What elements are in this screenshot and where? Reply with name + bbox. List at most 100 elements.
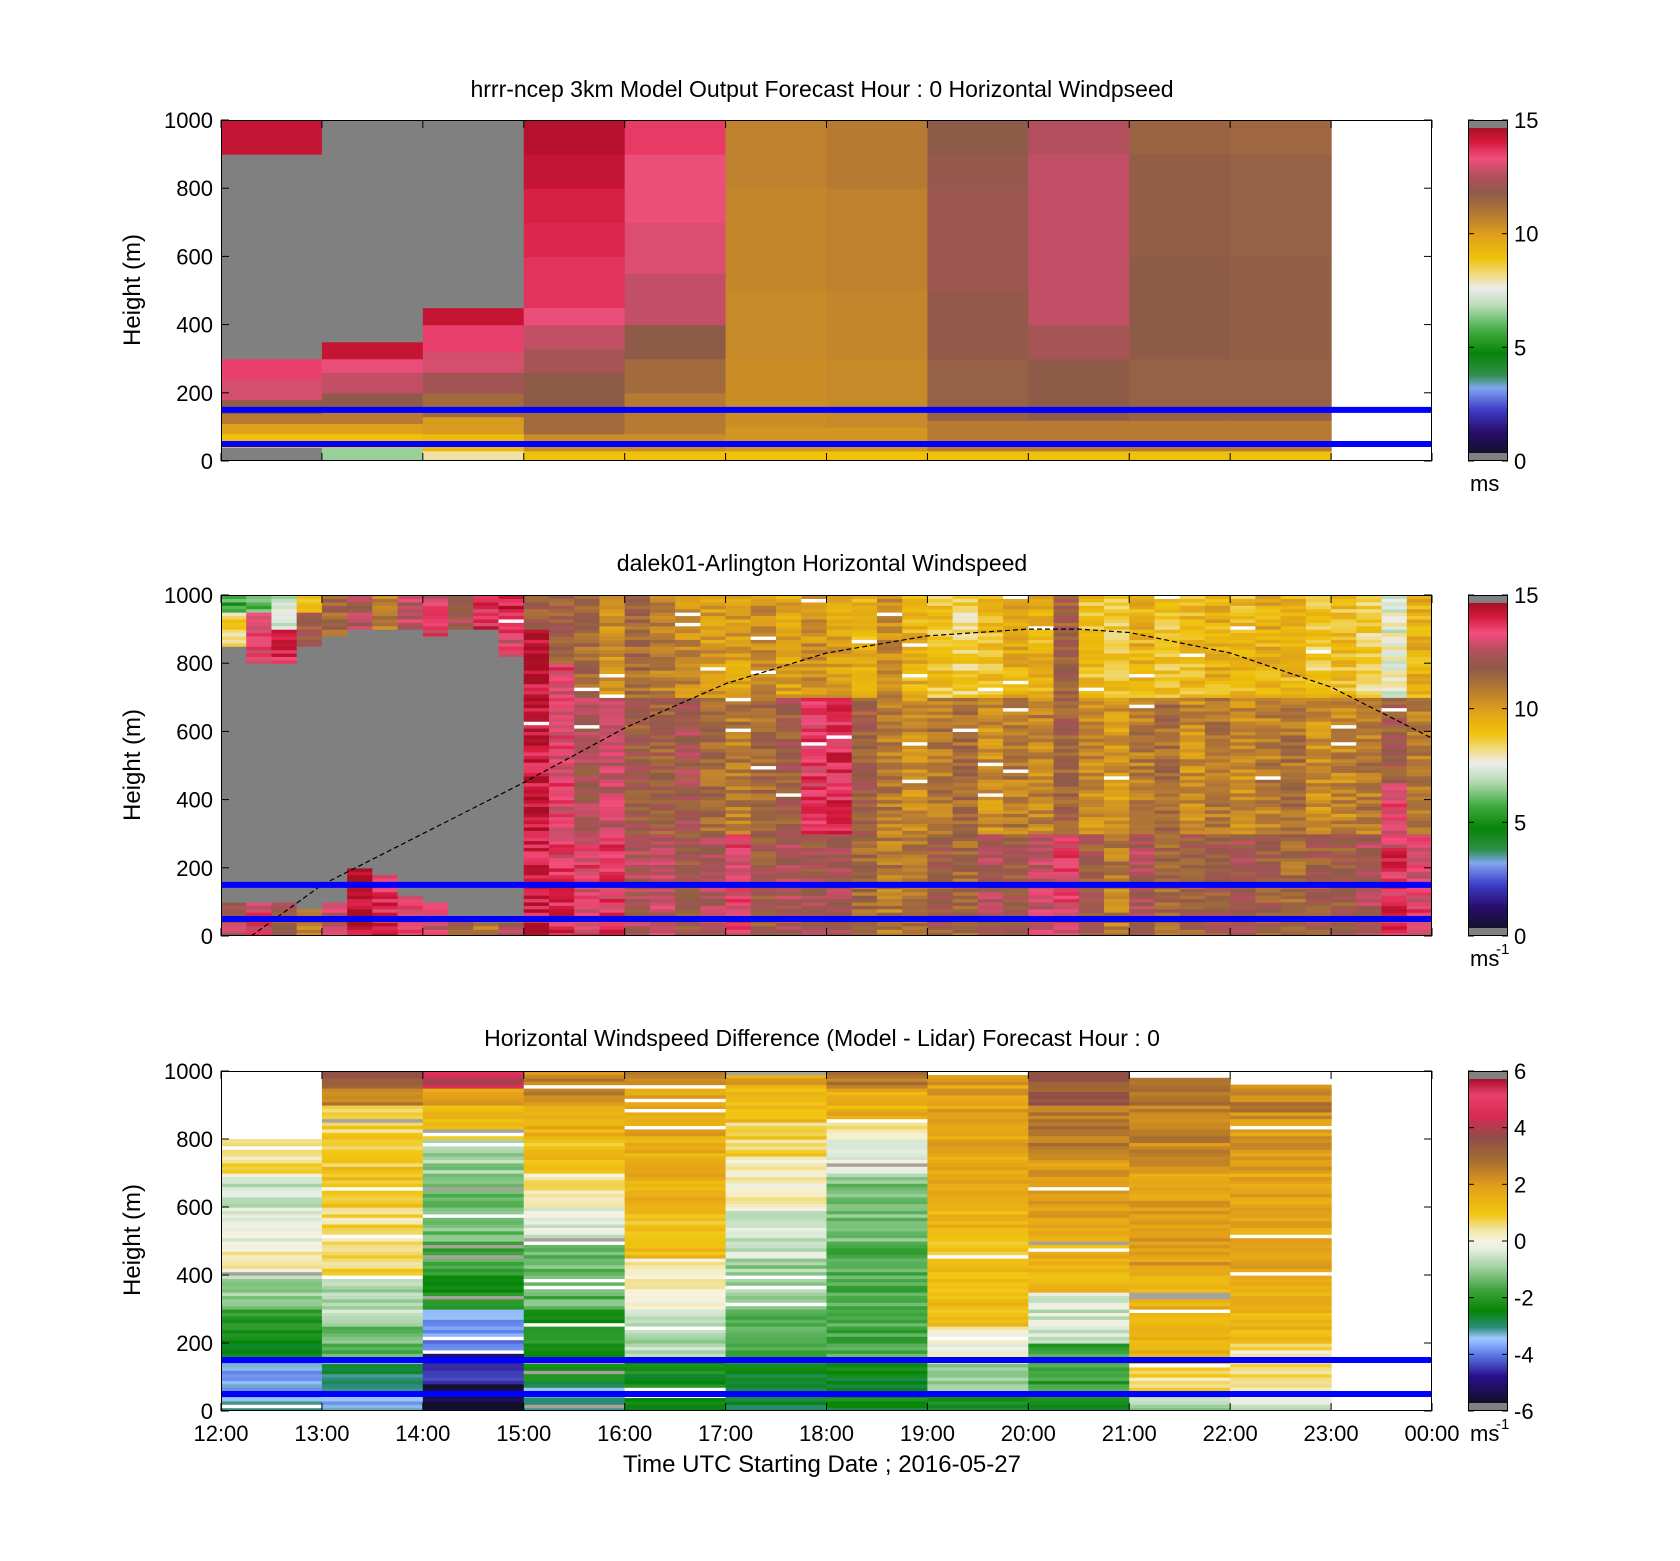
heatmap-cell <box>246 912 273 917</box>
heatmap-cell <box>902 922 929 927</box>
heatmap-cell <box>725 847 752 852</box>
heatmap-cell <box>700 659 727 664</box>
heatmap-cell <box>1154 901 1181 906</box>
heatmap-cell <box>1003 922 1029 927</box>
heatmap-cell <box>977 860 1004 865</box>
heatmap-cell <box>826 854 853 859</box>
heatmap-cell <box>750 905 777 910</box>
heatmap-cell <box>1280 670 1307 675</box>
heatmap-cell <box>826 758 853 763</box>
heatmap-cell <box>952 871 979 876</box>
heatmap-cell <box>1230 799 1256 804</box>
heatmap-cell <box>1028 1305 1130 1310</box>
heatmap-cell <box>1356 932 1383 936</box>
heatmap-cell <box>1280 612 1307 617</box>
heatmap-cell <box>498 595 525 600</box>
heatmap-cell <box>624 772 651 777</box>
heatmap-cell <box>1154 615 1181 620</box>
heatmap-cell <box>927 1176 1029 1181</box>
heatmap-cell <box>221 1220 323 1225</box>
heatmap-cell <box>624 874 651 879</box>
heatmap-cell <box>321 1207 424 1211</box>
heatmap-cell <box>548 854 575 859</box>
heatmap-cell <box>296 908 323 913</box>
heatmap-cell <box>599 748 626 753</box>
heatmap-cell <box>321 1322 424 1327</box>
heatmap-cell <box>1406 779 1432 784</box>
heatmap-cell <box>826 1166 929 1171</box>
heatmap-cell <box>1381 683 1408 688</box>
heatmap-cell <box>523 595 550 600</box>
heatmap-cell <box>927 1258 1029 1262</box>
heatmap-cell <box>826 1196 929 1201</box>
heatmap-cell <box>599 639 626 644</box>
heatmap-cell <box>826 1305 929 1310</box>
heatmap-cell <box>725 1179 828 1184</box>
heatmap-cell <box>624 697 651 702</box>
heatmap-cell <box>801 748 828 753</box>
heatmap-cell <box>1078 796 1105 801</box>
heatmap-cell <box>1028 601 1055 606</box>
heatmap-cell <box>902 792 929 797</box>
heatmap-cell <box>826 1312 929 1317</box>
heatmap-cell <box>271 656 298 661</box>
heatmap-cell <box>1028 871 1055 876</box>
heatmap-cell <box>952 690 979 695</box>
heatmap-cell <box>523 1139 626 1143</box>
heatmap-cell <box>574 796 601 801</box>
heatmap-cell <box>826 837 853 842</box>
heatmap-cell <box>826 1298 929 1303</box>
heatmap-cell <box>725 120 828 189</box>
heatmap-cell <box>977 857 1004 862</box>
heatmap-cell <box>1280 772 1307 777</box>
heatmap-cell <box>776 854 802 859</box>
heatmap-cell <box>1280 714 1307 719</box>
heatmap-cell <box>801 710 828 715</box>
heatmap-cell <box>1331 840 1357 845</box>
heatmap-cell <box>1381 656 1408 661</box>
heatmap-cell <box>826 1377 929 1381</box>
heatmap-cell <box>725 1115 828 1120</box>
heatmap-cell <box>675 837 701 842</box>
heatmap-cell <box>826 1315 929 1320</box>
heatmap-cell <box>1356 837 1383 842</box>
heatmap-cell <box>700 898 727 903</box>
heatmap-cell <box>1255 888 1282 893</box>
heatmap-cell <box>1356 629 1383 634</box>
heatmap-cell <box>422 1237 525 1242</box>
heatmap-cell <box>826 707 853 712</box>
heatmap-cell <box>826 1074 929 1079</box>
heatmap-cell <box>801 843 828 848</box>
heatmap-cell <box>1305 710 1332 715</box>
heatmap-cell <box>1179 652 1206 657</box>
heatmap-cell <box>902 837 929 842</box>
heatmap-cell <box>776 642 802 647</box>
heatmap-cell <box>876 676 903 681</box>
heatmap-cell <box>422 1220 525 1225</box>
heatmap-cell <box>1356 871 1383 876</box>
heatmap-cell <box>826 188 929 292</box>
heatmap-cell <box>624 813 651 818</box>
heatmap-cell <box>523 820 550 825</box>
heatmap-cell <box>649 898 676 903</box>
heatmap-cell <box>1406 857 1432 862</box>
heatmap-cell <box>221 1230 323 1235</box>
heatmap-cell <box>1406 639 1432 644</box>
heatmap-cell <box>523 1326 626 1330</box>
heatmap-cell <box>221 1292 323 1296</box>
heatmap-cell <box>347 874 373 879</box>
heatmap-cell <box>1154 843 1181 848</box>
heatmap-cell <box>851 649 878 654</box>
heatmap-cell <box>1255 908 1282 913</box>
heatmap-cell <box>952 687 979 692</box>
heatmap-cell <box>876 704 903 709</box>
heatmap-cell <box>1104 857 1130 862</box>
heatmap-cell <box>977 782 1004 787</box>
heatmap-cell <box>750 618 777 623</box>
heatmap-cell <box>1028 1319 1130 1324</box>
heatmap-cell <box>675 738 701 743</box>
heatmap-cell <box>1003 652 1029 657</box>
heatmap-cell <box>927 1213 1029 1218</box>
heatmap-cell <box>523 1128 626 1133</box>
heatmap-cell <box>1104 666 1130 671</box>
